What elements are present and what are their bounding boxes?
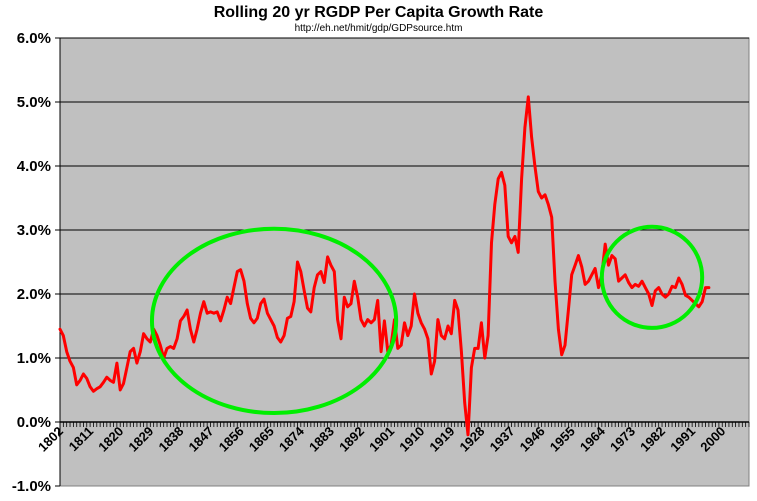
y-tick-label: 1.0%: [17, 350, 51, 367]
y-tick-label: 2.0%: [17, 286, 51, 303]
annotation-ellipse: [599, 224, 705, 330]
plot-area: [59, 37, 750, 487]
y-tick-label: -1.0%: [12, 478, 51, 495]
y-tick-label: 3.0%: [17, 222, 51, 239]
annotation-layer: [149, 224, 705, 416]
y-tick-label: 6.0%: [17, 30, 51, 47]
chart-title: Rolling 20 yr RGDP Per Capita Growth Rat…: [213, 4, 544, 21]
y-tick-label: 4.0%: [17, 158, 51, 175]
y-tick-label: 0.0%: [17, 414, 51, 431]
annotation-ellipse: [149, 226, 399, 416]
chart-subtitle: http://eh.net/hmit/gdp/GDPsource.htm: [294, 23, 463, 34]
y-tick-label: 5.0%: [17, 94, 51, 111]
y-axis-ticks: 6.0% 5.0% 4.0% 3.0% 2.0% 1.0% 0.0% -1.0%: [12, 30, 60, 495]
